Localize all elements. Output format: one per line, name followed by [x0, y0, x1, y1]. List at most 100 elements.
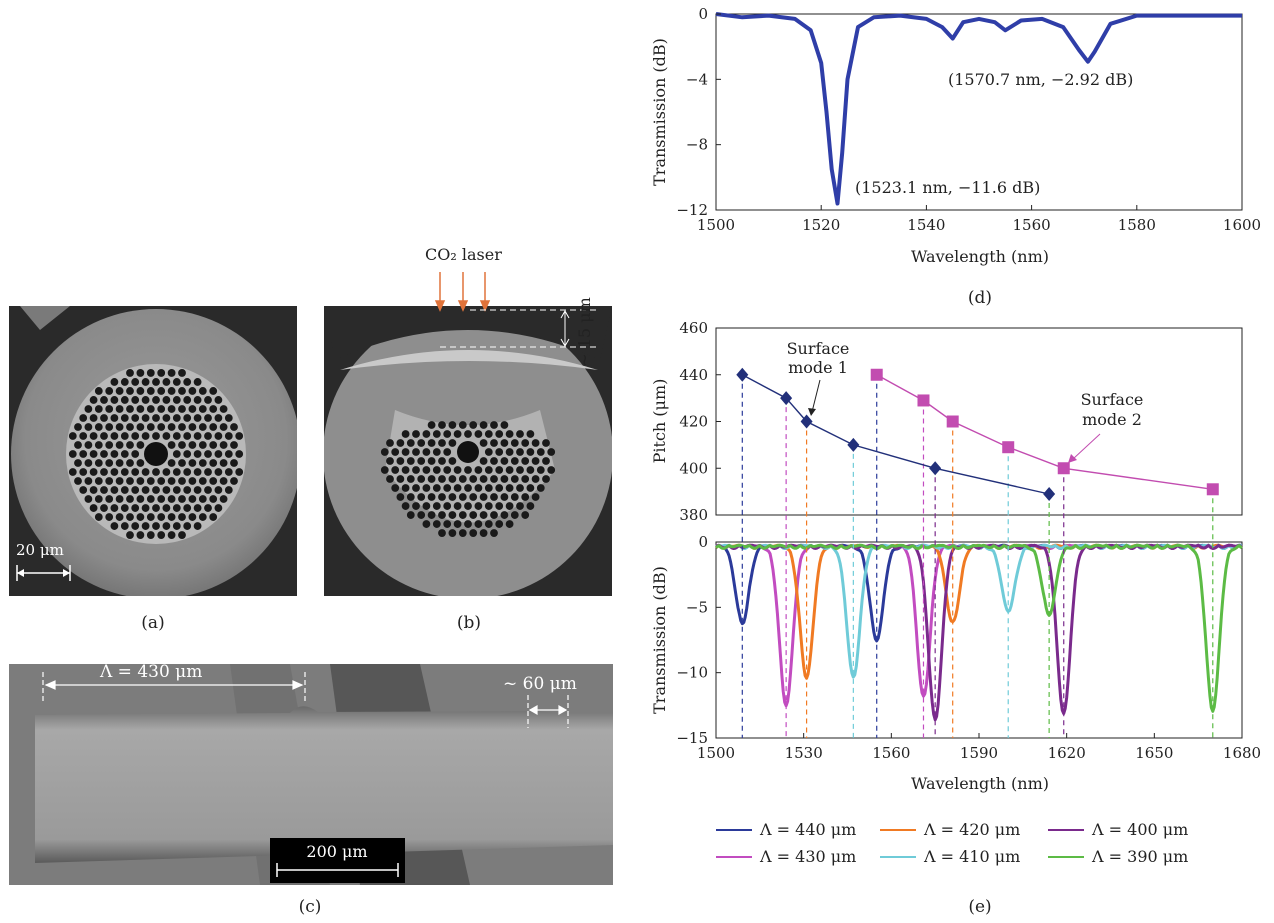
air-hole — [105, 495, 114, 503]
y-tick-label: −15 — [676, 729, 708, 747]
square-marker — [1206, 483, 1219, 496]
annotation-dip-2: (1570.7 nm, −2.92 dB) — [948, 70, 1133, 89]
scale-bar-box — [270, 838, 405, 883]
air-hole — [453, 466, 462, 474]
air-hole — [79, 450, 88, 458]
air-hole — [136, 387, 145, 395]
air-hole — [521, 493, 530, 501]
air-hole — [464, 520, 472, 528]
air-hole — [136, 405, 145, 413]
air-hole — [152, 504, 160, 512]
air-hole — [84, 423, 93, 431]
air-hole — [84, 495, 93, 503]
air-hole — [162, 432, 171, 440]
air-hole — [469, 511, 478, 519]
transmission-axis-label: Transmission (dB) — [650, 566, 669, 714]
air-hole — [401, 502, 410, 510]
air-hole — [422, 466, 431, 474]
depth-label: ~ 15 μm — [575, 297, 594, 367]
air-hole — [126, 477, 134, 485]
air-hole — [68, 468, 77, 476]
air-hole — [479, 475, 488, 483]
air-hole — [172, 450, 181, 458]
legend-label: Λ = 390 μm — [1091, 847, 1188, 866]
air-hole — [224, 450, 233, 458]
air-hole — [417, 457, 426, 465]
air-hole — [505, 484, 514, 492]
air-hole — [458, 529, 467, 537]
air-hole — [516, 502, 524, 510]
caption-c: (c) — [299, 897, 322, 917]
air-hole — [162, 522, 171, 530]
legend-label: Λ = 400 μm — [1091, 820, 1188, 839]
air-hole — [230, 423, 238, 431]
air-hole — [474, 502, 483, 510]
air-hole — [188, 495, 197, 503]
air-hole — [126, 423, 134, 431]
air-hole — [474, 520, 483, 528]
air-hole — [193, 414, 202, 422]
air-hole — [531, 493, 540, 501]
diamond-marker — [929, 461, 942, 476]
air-hole — [401, 466, 410, 474]
air-hole — [500, 421, 509, 429]
y-tick-label: 460 — [679, 319, 708, 337]
air-hole — [526, 448, 535, 456]
air-hole — [178, 513, 186, 521]
air-hole — [84, 459, 93, 467]
air-hole — [406, 511, 415, 519]
air-hole — [495, 430, 504, 438]
air-hole — [146, 405, 155, 413]
air-hole — [136, 369, 145, 377]
air-hole — [417, 493, 426, 501]
air-hole — [443, 520, 452, 528]
air-hole — [438, 439, 446, 447]
air-hole — [198, 405, 207, 413]
air-hole — [152, 414, 160, 422]
y-tick-label: 0 — [698, 5, 708, 23]
air-hole — [172, 414, 181, 422]
air-hole — [204, 468, 212, 476]
air-hole — [141, 414, 150, 422]
air-hole — [422, 448, 431, 456]
air-hole — [458, 475, 467, 483]
depth-marker — [440, 309, 600, 348]
air-hole — [141, 396, 150, 404]
air-hole — [406, 475, 415, 483]
air-hole — [100, 414, 108, 422]
air-hole — [427, 421, 436, 429]
laser-ablated-surface — [340, 350, 598, 370]
air-hole — [495, 520, 504, 528]
air-hole — [443, 502, 452, 510]
air-hole — [131, 504, 140, 512]
air-hole — [131, 432, 140, 440]
panel-b: CO₂ laser ~ 15 μm (b) — [324, 245, 612, 633]
air-hole — [453, 484, 462, 492]
air-hole — [531, 475, 540, 483]
air-hole — [479, 511, 488, 519]
x-tick-label: 1680 — [1223, 744, 1261, 762]
air-hole — [136, 423, 145, 431]
air-hole — [89, 432, 98, 440]
air-hole — [422, 520, 431, 528]
air-hole — [89, 486, 98, 494]
air-hole — [115, 513, 124, 521]
air-hole — [167, 531, 176, 539]
air-hole — [198, 477, 207, 485]
air-hole — [432, 430, 441, 438]
air-hole — [115, 423, 124, 431]
legend-label: Λ = 410 μm — [923, 847, 1020, 866]
air-hole — [79, 414, 88, 422]
air-hole — [526, 484, 535, 492]
air-hole — [152, 486, 160, 494]
air-hole — [131, 378, 140, 386]
air-hole — [110, 414, 119, 422]
air-hole — [167, 369, 176, 377]
air-hole — [157, 369, 166, 377]
air-hole — [157, 405, 166, 413]
air-hole — [490, 511, 498, 519]
air-hole — [94, 405, 103, 413]
air-hole — [89, 450, 98, 458]
air-hole — [146, 513, 155, 521]
